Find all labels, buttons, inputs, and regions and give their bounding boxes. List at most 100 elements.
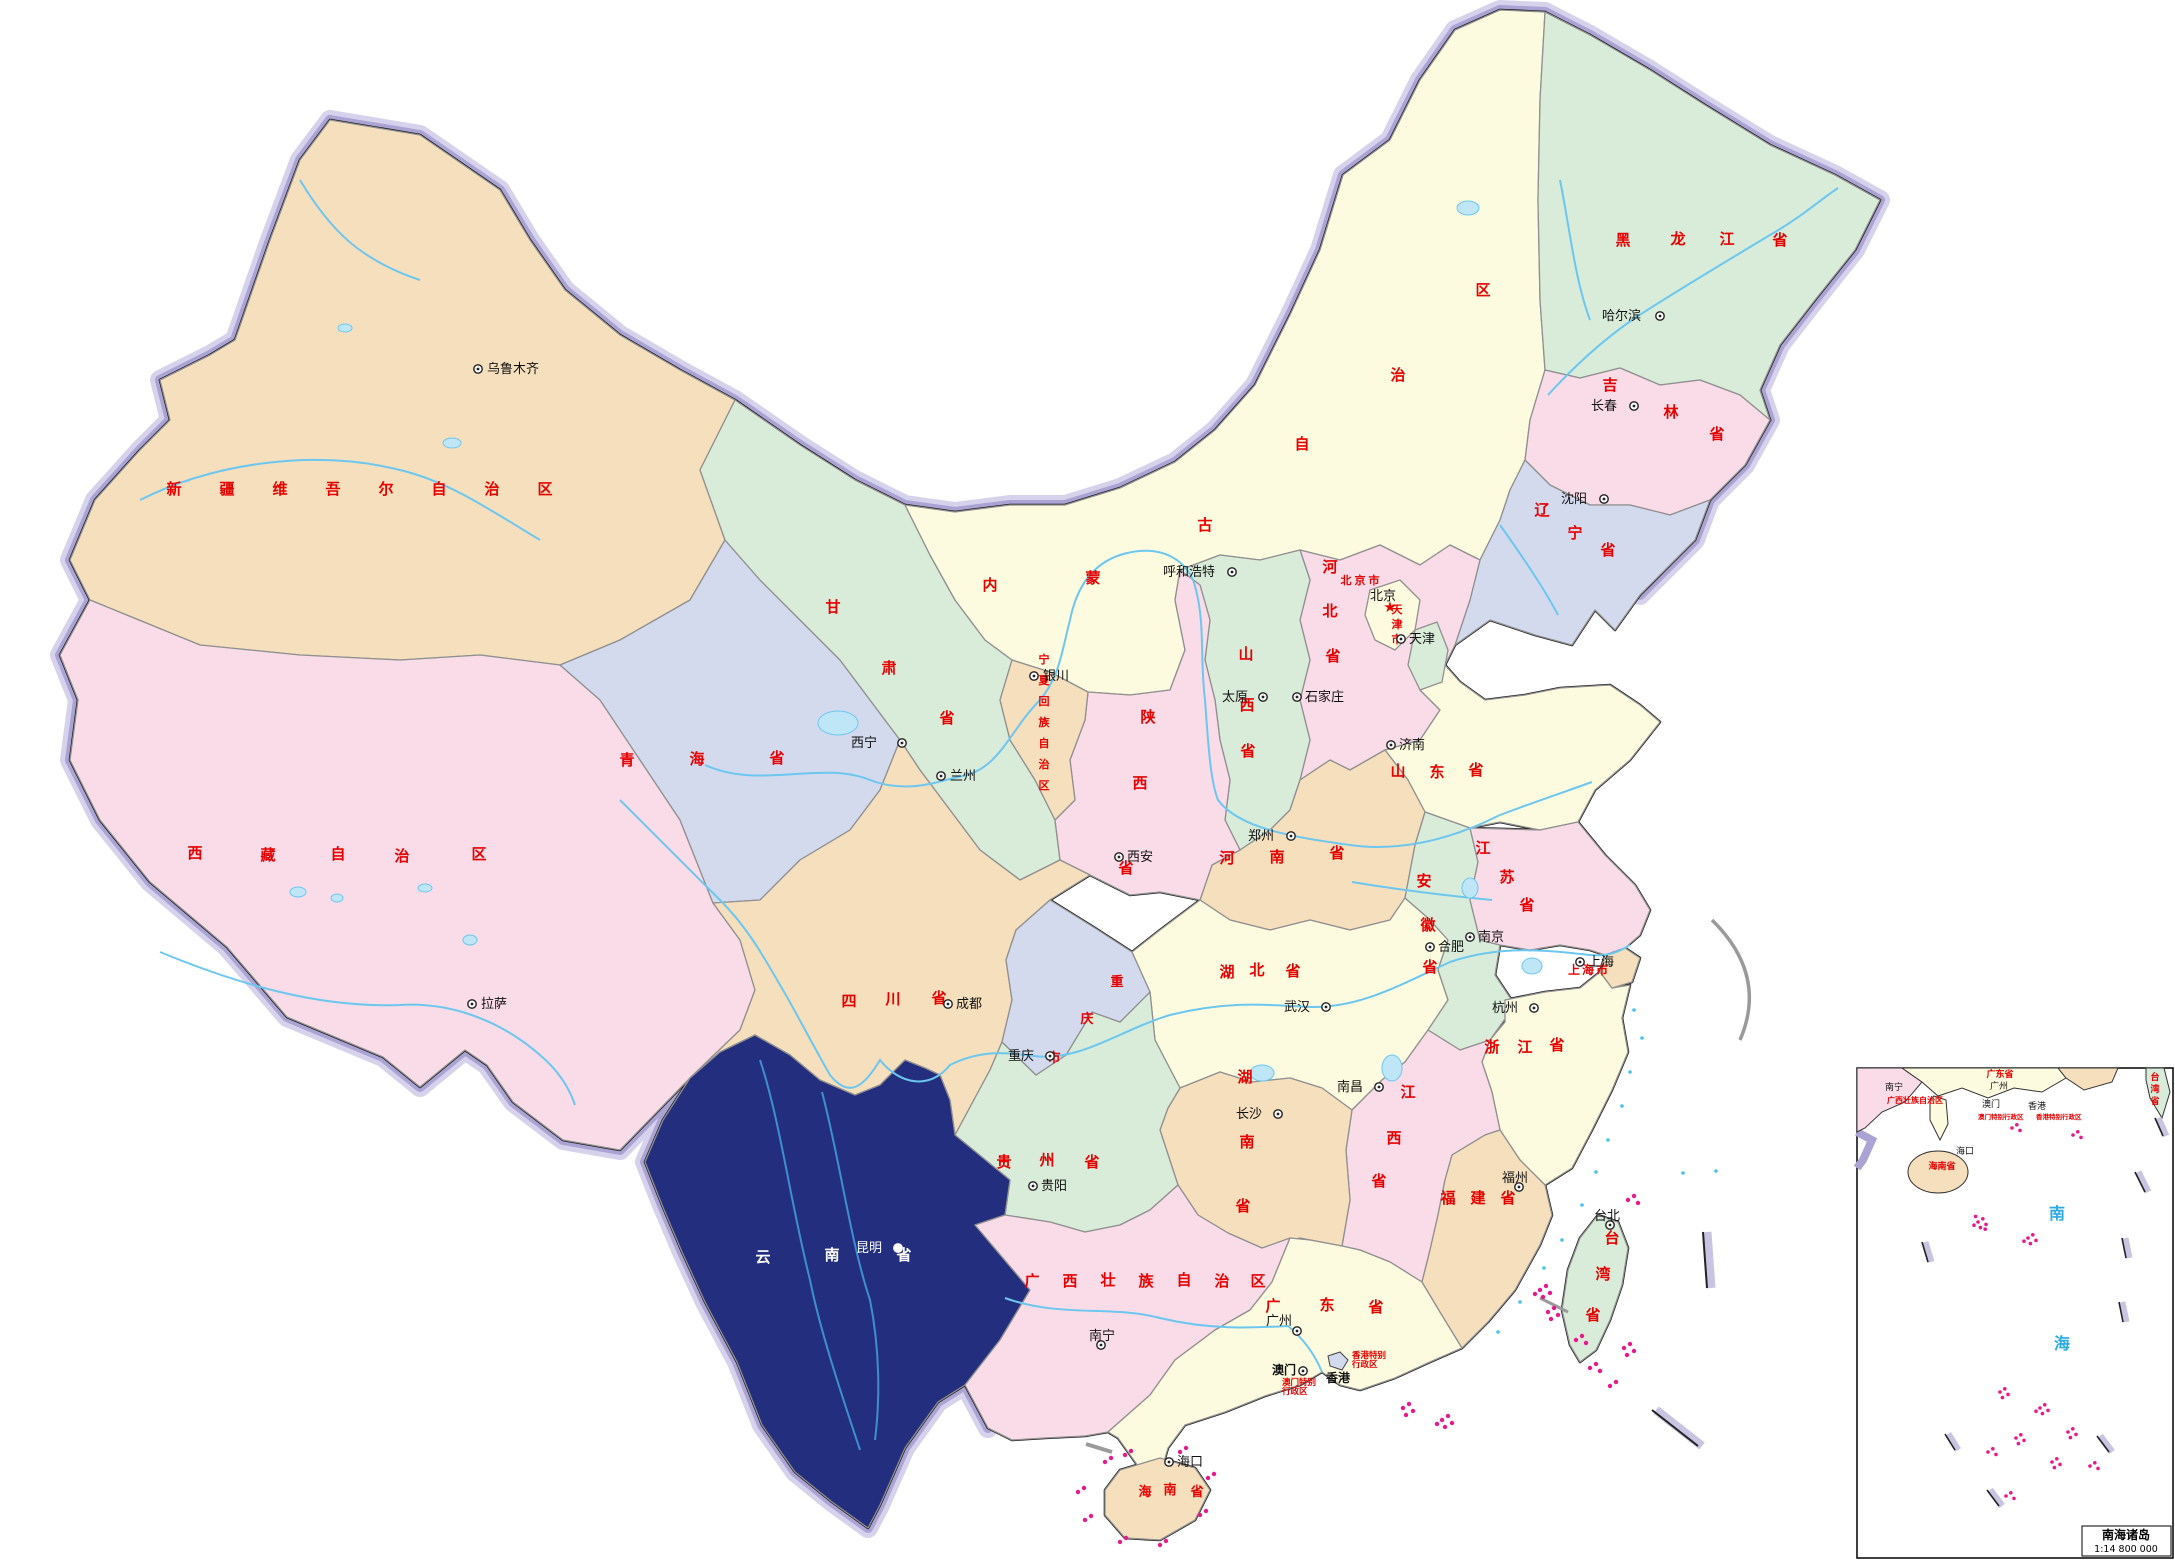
inset-city-aomen: 澳门	[1982, 1098, 2000, 1110]
inset-islet	[1994, 1452, 1998, 1457]
province-label-jiangxi: 西	[1386, 1129, 1401, 1147]
province-label-shaanxi: 陕	[1140, 708, 1155, 726]
inset-border-glow	[1853, 1128, 1878, 1171]
province-label-guangxi: 西	[1062, 1272, 1077, 1290]
province-label-xinjiang: 尔	[378, 480, 393, 498]
province-hainan[interactable]	[1104, 1457, 1211, 1541]
islet-magenta	[1163, 1538, 1169, 1544]
islet-magenta	[1587, 1365, 1593, 1371]
province-tianjin[interactable]	[1407, 621, 1449, 691]
city-marker-dot	[1608, 1223, 1612, 1227]
province-label-shanxi: 山	[1238, 645, 1253, 663]
city-marker-dot	[1532, 1006, 1536, 1010]
city-label-xizang: 拉萨	[481, 997, 507, 1012]
city-label-neimenggu: 呼和浩特	[1163, 565, 1215, 580]
lake	[1249, 1064, 1275, 1082]
islet-blue	[1580, 1203, 1584, 1207]
city-marker-dot	[1578, 960, 1582, 964]
inset-islet	[1981, 1217, 1985, 1221]
inset-islet	[2022, 1239, 2026, 1243]
province-taiwan[interactable]	[1561, 1214, 1629, 1363]
islet-magenta	[1597, 1368, 1603, 1374]
lake	[330, 893, 344, 903]
inset-islet	[2019, 1433, 2023, 1437]
inset-dash-bar-edge	[2096, 1435, 2110, 1453]
inset-islet	[2028, 1241, 2033, 1246]
province-label-shanxi: 省	[1239, 742, 1255, 760]
inset-dash-bar	[2118, 1301, 2130, 1323]
sar-label-xianggang: 香港特别	[1351, 1350, 1386, 1361]
province-label-gansu: 甘	[825, 598, 840, 616]
lake	[462, 934, 478, 946]
river	[1547, 187, 1839, 396]
province-label-heilongjiang: 省	[1771, 231, 1787, 249]
region-hongkong[interactable]	[1327, 1351, 1349, 1371]
province-label-jilin: 省	[1708, 425, 1724, 443]
islet-magenta	[1102, 1459, 1108, 1465]
islet-blue	[1518, 1300, 1522, 1304]
islet-magenta	[1117, 1539, 1123, 1545]
inset-dash-bar-edge	[2118, 1301, 2124, 1323]
islet-magenta	[1631, 1193, 1637, 1199]
city-marker-dot	[1632, 404, 1636, 408]
inset-dash-bar	[2154, 1116, 2170, 1138]
inset-islet	[2006, 1392, 2010, 1397]
inset-frame[interactable]	[1856, 1067, 2174, 1559]
city-marker-dot	[1230, 570, 1234, 574]
city-label-ningxia: 银川	[1043, 669, 1069, 684]
province-label-xinjiang: 区	[537, 480, 552, 498]
dash-bar	[1653, 1406, 1705, 1450]
province-ningxia[interactable]	[999, 659, 1089, 821]
province-label-ningxia: 自	[1039, 736, 1050, 750]
lake	[817, 710, 859, 736]
province-label-xinjiang: 新	[166, 480, 181, 498]
province-label-fujian: 建	[1470, 1189, 1486, 1207]
inset-dash-bar-edge	[2154, 1117, 2164, 1137]
inset-islet	[2088, 1464, 2092, 1468]
inset-label-taiwan: 台	[2150, 1071, 2159, 1083]
islet-magenta	[1543, 1283, 1549, 1289]
inset-islet	[2031, 1233, 2035, 1237]
province-label-xinjiang: 维	[272, 480, 287, 498]
province-guangdong[interactable]	[1107, 1237, 1463, 1483]
province-xizang[interactable]	[59, 599, 756, 1151]
inset-islet	[2068, 1435, 2073, 1440]
islet-magenta	[1625, 1197, 1631, 1203]
islet-magenta	[1211, 1471, 1217, 1477]
province-label-taiwan: 湾	[1595, 1265, 1610, 1283]
islet-magenta	[1108, 1455, 1114, 1461]
province-label-sichuan: 川	[884, 990, 900, 1008]
river	[1351, 881, 1493, 901]
islet-magenta	[1627, 1341, 1633, 1347]
province-xinjiang[interactable]	[69, 119, 736, 666]
province-label-guangxi: 广	[1024, 1272, 1039, 1290]
city-marker-dot	[1167, 1460, 1171, 1464]
inset-islet	[2052, 1465, 2057, 1470]
islet-magenta	[1445, 1413, 1451, 1419]
province-label-chongqing: 重	[1110, 974, 1123, 990]
province-label-jiangsu: 江	[1475, 839, 1490, 857]
inset-dash-bar	[1987, 1487, 2005, 1509]
river	[139, 459, 541, 541]
province-label-beijing: 京	[1355, 573, 1366, 587]
province-label-fujian: 福	[1439, 1189, 1455, 1207]
islet-magenta	[1075, 1489, 1081, 1495]
province-label-hainan: 南	[1163, 1482, 1176, 1498]
province-heilongjiang[interactable]	[1537, 11, 1881, 421]
city-label-taiwan: 台北	[1594, 1209, 1620, 1224]
islet-magenta	[1537, 1287, 1543, 1293]
province-label-guangxi: 自	[1176, 1271, 1191, 1289]
province-label-henan: 南	[1269, 848, 1284, 866]
city-label-liaoning: 沈阳	[1561, 492, 1587, 507]
inset-caption-box	[2081, 1525, 2172, 1557]
islet-magenta	[1400, 1405, 1406, 1411]
inset-islet	[1984, 1222, 1988, 1227]
inset-islet	[2003, 1387, 2007, 1391]
sar-label-xianggang: 行政区	[1351, 1359, 1378, 1370]
inset-islet	[2034, 1409, 2038, 1413]
city-marker-dot	[1117, 855, 1121, 859]
inset-dash-bar	[1945, 1432, 1961, 1452]
islet-blue	[1640, 1036, 1644, 1040]
province-label-xinjiang: 疆	[219, 480, 234, 498]
